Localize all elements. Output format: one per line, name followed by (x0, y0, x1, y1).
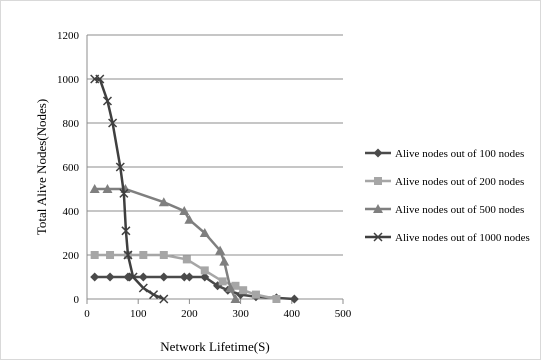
legend-item-3: Alive nodes out of 500 nodes (365, 204, 524, 216)
data-point-x (95, 74, 105, 84)
data-point-square (272, 295, 281, 303)
data-point-triangle (89, 184, 100, 193)
data-point-x-stroke (128, 272, 138, 282)
data-point-triangle (158, 197, 169, 207)
data-point-x (373, 232, 383, 242)
data-point-triangle (230, 294, 241, 303)
y-tick-label: 400 (63, 206, 80, 218)
data-point-square (106, 251, 115, 259)
data-point-x-stroke (159, 294, 169, 304)
data-point-diamond (200, 272, 210, 282)
data-point-x-stroke (102, 96, 113, 106)
legend-item-2: Alive nodes out of 200 nodes (365, 176, 524, 188)
x-axis-title: Network Lifetime(S) (160, 339, 269, 354)
data-point-diamond (179, 272, 189, 282)
legend-item-1: Alive nodes out of 100 nodes (365, 148, 524, 160)
data-point-x-stroke (121, 226, 131, 236)
data-point-square (90, 251, 99, 259)
data-point-diamond (105, 272, 115, 282)
data-point-diamond (159, 272, 169, 282)
data-point-x (119, 188, 129, 198)
data-point-triangle (219, 256, 230, 266)
data-point-x (159, 294, 169, 304)
data-point-x (128, 272, 138, 282)
y-tick-label: 800 (63, 118, 80, 130)
data-point-x-stroke (373, 232, 383, 242)
data-point-square (218, 277, 227, 286)
data-point-diamond (289, 294, 299, 304)
data-point-x (102, 96, 113, 106)
data-point-triangle (199, 228, 210, 237)
data-point-square (374, 177, 382, 185)
gridlines (87, 34, 343, 300)
data-point-square (251, 290, 260, 299)
data-point-square (139, 251, 148, 259)
data-point-x-stroke (149, 290, 159, 300)
data-point-x-stroke (115, 162, 125, 172)
data-point-diamond (373, 148, 383, 158)
data-point-triangle (225, 283, 236, 292)
data-point-x-stroke (123, 250, 133, 260)
data-point-x (121, 226, 131, 236)
data-point-diamond (138, 272, 148, 282)
y-tick-label: 200 (63, 250, 80, 262)
x-tick-label: 0 (84, 308, 90, 320)
data-point-triangle (215, 245, 226, 255)
series-layer (89, 74, 299, 304)
data-point-x (123, 250, 133, 260)
data-point-x (138, 283, 148, 293)
legend-label: Alive nodes out of 100 nodes (395, 148, 524, 160)
legend-label: Alive nodes out of 1000 nodes (395, 232, 530, 244)
data-point-diamond (184, 272, 194, 282)
series-4 (90, 74, 169, 304)
data-point-x-stroke (119, 188, 129, 198)
data-point-triangle (373, 204, 383, 213)
y-tick-label: 0 (74, 294, 80, 306)
y-tick-label: 600 (63, 162, 80, 174)
data-point-square (231, 281, 240, 290)
data-point-square (200, 266, 209, 275)
legend-label: Alive nodes out of 200 nodes (395, 176, 524, 188)
x-tick-label: 400 (284, 308, 301, 320)
x-tick-label: 200 (181, 308, 198, 320)
data-point-x-stroke (138, 283, 148, 293)
y-tick-label: 1000 (57, 74, 80, 86)
data-point-diamond (90, 272, 100, 282)
x-tick-label: 100 (130, 308, 147, 320)
series-3 (89, 184, 241, 303)
x-tick-label: 300 (232, 308, 249, 320)
data-point-square (239, 286, 248, 295)
data-point-x-stroke (95, 74, 105, 84)
data-point-triangle (102, 184, 113, 193)
legend: Alive nodes out of 100 nodes Alive nodes … (365, 148, 530, 244)
data-point-triangle (184, 214, 195, 224)
legend-label: Alive nodes out of 500 nodes (395, 204, 524, 216)
legend-item-4: Alive nodes out of 1000 nodes (365, 232, 530, 244)
data-point-x-stroke (108, 118, 118, 128)
data-point-x (115, 162, 125, 172)
x-tick-label: 500 (335, 308, 352, 320)
data-point-diamond (123, 272, 133, 282)
axes: 0 200 400 600 800 1000 1200 0 100 200 300 400 500 (57, 30, 352, 320)
data-point-x (149, 290, 159, 300)
data-point-square (159, 251, 168, 259)
y-tick-label: 1200 (57, 30, 80, 42)
data-point-square (182, 255, 191, 264)
data-point-x (108, 118, 118, 128)
data-point-triangle (179, 206, 190, 215)
y-axis-title: Total Alive Nodes(Nodes) (34, 99, 49, 235)
